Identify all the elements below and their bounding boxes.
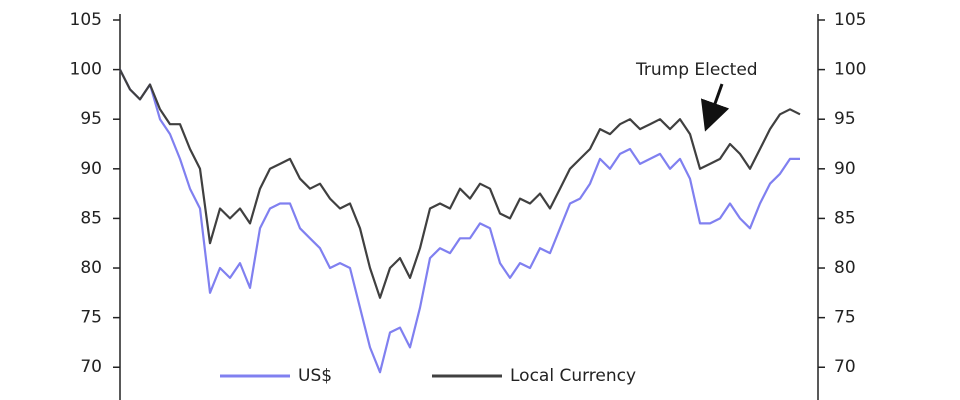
- y-tick-label: 75: [80, 308, 102, 328]
- y2-tick-label: 85: [834, 208, 856, 228]
- series-line: [119, 69, 800, 374]
- y2-tick-label: 100: [834, 60, 866, 80]
- annotation: Trump Elected: [635, 60, 758, 80]
- y-tick-label: 80: [80, 258, 102, 278]
- y-tick-label: 90: [80, 159, 102, 179]
- y-tick-label: 100: [70, 60, 102, 80]
- legend-label: Local Currency: [510, 366, 636, 386]
- y-tick-label: 95: [80, 109, 102, 129]
- y2-tick-label: 95: [834, 109, 856, 129]
- y-tick-label: 85: [80, 208, 102, 228]
- y-tick-label: 70: [80, 357, 102, 377]
- y2-tick-label: 105: [834, 10, 866, 30]
- y2-tick-label: 75: [834, 308, 856, 328]
- series-line: [119, 69, 801, 299]
- y2-tick-label: 80: [834, 258, 856, 278]
- y-tick-label: 105: [70, 10, 102, 30]
- y2-tick-label: 70: [834, 357, 856, 377]
- annotation-arrow: [700, 83, 730, 132]
- legend-label: US$: [298, 366, 332, 386]
- y2-tick-label: 90: [834, 159, 856, 179]
